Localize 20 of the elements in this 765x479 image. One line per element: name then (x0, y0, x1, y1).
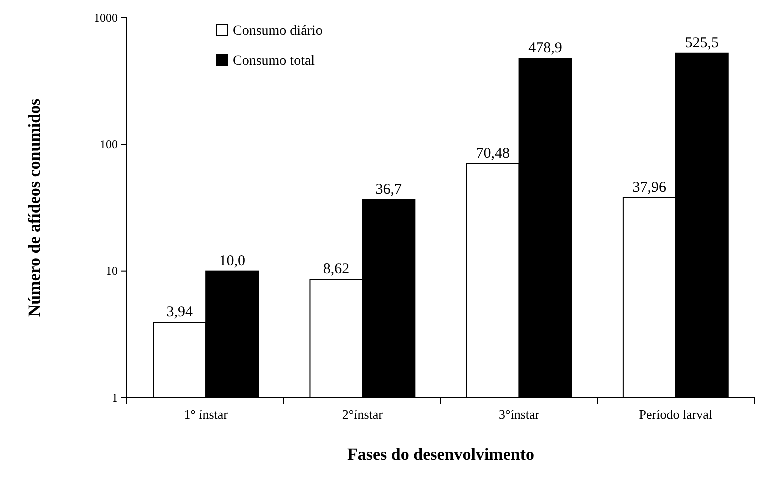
data-label: 36,7 (376, 182, 403, 198)
data-label: 8,62 (323, 262, 350, 278)
y-tick-label: 100 (100, 138, 118, 152)
x-tick-label: Período larval (639, 407, 713, 422)
y-tick-label: 10 (106, 264, 118, 278)
x-tick-label: 2°ínstar (342, 407, 384, 422)
x-tick-label: 3°ínstar (499, 407, 540, 422)
x-tick-label: 1° ínstar (184, 407, 229, 422)
y-tick-label: 1000 (94, 10, 118, 25)
data-label: 37,96 (632, 180, 668, 196)
data-label: 478,9 (528, 40, 562, 56)
data-label: 70,48 (476, 146, 510, 162)
x-axis-title: Fases do desenvolvimento (348, 445, 534, 464)
data-label: 10,0 (219, 253, 246, 270)
y-tick-label: 1 (112, 390, 118, 405)
legend-label: Consumo diário (233, 24, 323, 39)
data-label: 525,5 (685, 35, 720, 52)
legend-label: Consumo total (233, 54, 316, 69)
data-label: 3,94 (166, 304, 194, 321)
y-axis-title: Número de afídeos conumidos (25, 98, 44, 318)
